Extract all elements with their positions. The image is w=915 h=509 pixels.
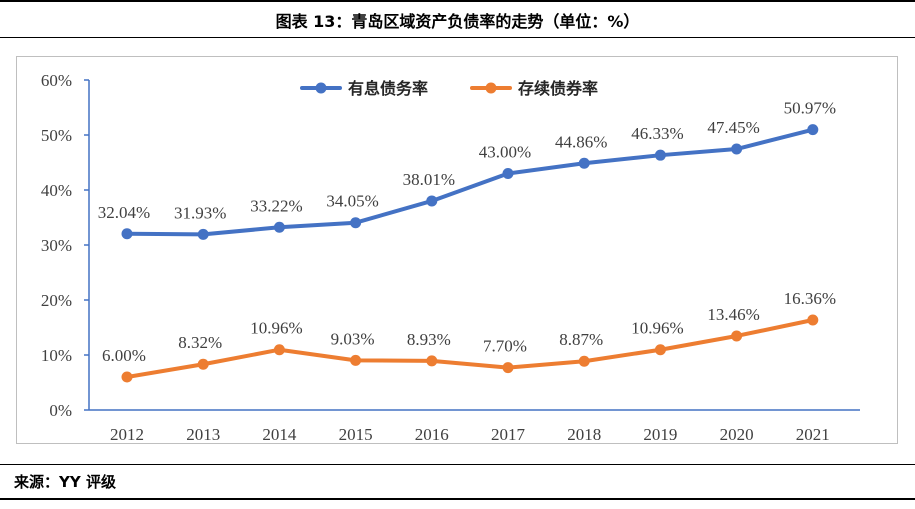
y-tick-label: 0%	[49, 401, 72, 420]
data-label: 8.32%	[178, 333, 222, 352]
data-label: 47.45%	[707, 118, 759, 137]
x-tick-label: 2019	[643, 425, 677, 444]
x-tick-label: 2015	[339, 425, 373, 444]
legend-label: 存续债券率	[518, 79, 598, 98]
x-tick-label: 2012	[110, 425, 144, 444]
data-label: 46.33%	[631, 124, 683, 143]
data-point	[654, 344, 666, 356]
data-label: 9.03%	[331, 329, 375, 348]
y-tick-label: 40%	[41, 181, 72, 200]
data-label: 6.00%	[102, 346, 146, 365]
y-tick-label: 20%	[41, 291, 72, 310]
x-tick-label: 2018	[567, 425, 601, 444]
y-tick-label: 30%	[41, 236, 72, 255]
data-point	[578, 157, 590, 169]
data-point	[731, 330, 743, 342]
data-point	[426, 195, 438, 207]
data-point	[731, 143, 743, 155]
data-label: 10.96%	[631, 319, 683, 338]
x-tick-label: 2021	[796, 425, 830, 444]
data-label: 50.97%	[784, 99, 836, 118]
plot-frame	[16, 56, 898, 444]
data-point	[350, 354, 362, 366]
data-point	[273, 344, 285, 356]
source-note: 来源：YY 评级	[14, 473, 116, 491]
chart-title-band: 图表 13：青岛区域资产负债率的走势（单位：%）	[0, 0, 915, 38]
series-line-1	[125, 127, 815, 237]
data-label: 33.22%	[250, 196, 302, 215]
data-label: 32.04%	[98, 203, 150, 222]
chart-title: 图表 13：青岛区域资产负债率的走势（单位：%）	[275, 11, 640, 31]
data-point	[121, 228, 133, 240]
x-tick-label: 2013	[186, 425, 220, 444]
data-label: 10.96%	[250, 319, 302, 338]
data-point	[502, 168, 514, 179]
data-label: 8.93%	[407, 330, 451, 349]
y-tick-label: 10%	[41, 346, 72, 365]
y-tick-label: 60%	[41, 71, 72, 90]
data-label: 8.87%	[559, 330, 603, 349]
x-tick-label: 2016	[415, 425, 449, 444]
legend-swatch-marker	[485, 82, 497, 94]
data-label: 34.05%	[326, 192, 378, 211]
data-point	[197, 358, 209, 370]
data-point	[807, 124, 819, 136]
data-label: 7.70%	[483, 337, 527, 356]
legend-swatch-marker	[315, 82, 327, 94]
legend-label: 有息债务率	[348, 79, 428, 98]
data-label: 16.36%	[784, 289, 836, 308]
data-label: 13.46%	[707, 305, 759, 324]
data-label: 38.01%	[403, 170, 455, 189]
data-point	[121, 371, 133, 383]
x-tick-label: 2017	[491, 425, 526, 444]
data-label: 44.86%	[555, 132, 607, 151]
x-tick-label: 2014	[262, 425, 297, 444]
x-tick-label: 2020	[720, 425, 754, 444]
data-point	[807, 314, 819, 326]
data-point	[197, 228, 209, 240]
data-point	[654, 149, 666, 161]
y-tick-label: 50%	[41, 126, 72, 145]
source-band: 来源：YY 评级	[0, 464, 915, 500]
data-label: 31.93%	[174, 203, 226, 222]
data-point	[426, 355, 438, 367]
data-point	[502, 362, 514, 374]
data-label: 43.00%	[479, 143, 531, 162]
data-point	[273, 221, 285, 233]
data-point	[350, 217, 362, 229]
data-point	[578, 355, 590, 367]
series-line-2	[125, 318, 815, 379]
